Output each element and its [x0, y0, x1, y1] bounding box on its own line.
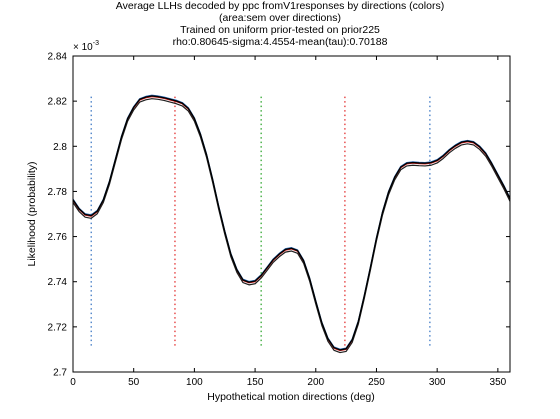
llh-curve: [72, 96, 511, 352]
y-tick-label: 2.78: [48, 187, 68, 198]
x-tick-label: 300: [429, 377, 446, 388]
chart-title-line-2: (area:sem over directions): [219, 12, 341, 24]
x-tick-label: 50: [128, 377, 140, 388]
y-tick-label: 2.76: [48, 232, 68, 243]
y-axis-multiplier: × 10-3: [73, 40, 99, 53]
llh-curve: [72, 94, 511, 350]
llh-curve: [72, 98, 511, 354]
x-tick-label: 350: [490, 377, 507, 388]
x-axis-label: Hypothetical motion directions (deg): [207, 391, 375, 403]
x-tick-label: 100: [186, 377, 203, 388]
llh-curve: [72, 95, 511, 351]
x-tick-label: 200: [307, 377, 324, 388]
y-axis-multiplier-exponent: -3: [93, 40, 99, 47]
y-tick-label: 2.84: [48, 52, 68, 63]
y-axis-multiplier-base: × 10: [73, 42, 93, 53]
x-tick-label: 0: [70, 377, 76, 388]
chart-title-line-1: Average LLHs decoded by ppc fromV1respon…: [115, 0, 445, 12]
y-tick-label: 2.8: [53, 142, 67, 153]
y-axis-ticks: 2.7 2.72 2.74 2.76 2.78 2.8 2.82 2.84: [48, 52, 510, 379]
chart-title-line-4: rho:0.80645-sigma:4.4554-mean(tau):0.701…: [172, 36, 388, 48]
y-axis-label: Likelihood (probability): [26, 161, 38, 266]
llh-curves: [72, 94, 511, 354]
x-tick-label: 150: [247, 377, 264, 388]
y-tick-label: 2.72: [48, 322, 68, 333]
y-tick-label: 2.82: [48, 97, 68, 108]
direction-markers: [90, 96, 431, 348]
y-tick-label: 2.7: [53, 368, 67, 379]
chart-title-line-3: Trained on uniform prior-tested on prior…: [180, 24, 380, 36]
x-tick-label: 250: [368, 377, 385, 388]
plot-area-frame: [72, 55, 511, 373]
y-tick-label: 2.74: [48, 277, 68, 288]
x-axis-ticks: 0 50 100 150 200 250 300 350: [70, 56, 507, 388]
